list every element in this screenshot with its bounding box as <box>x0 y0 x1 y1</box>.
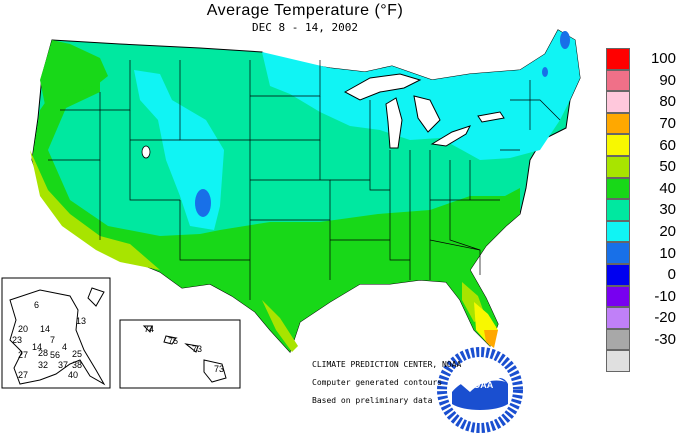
alaska-value: 27 <box>18 350 28 360</box>
legend-swatch <box>606 69 630 92</box>
legend-swatch <box>606 155 630 178</box>
credit-line-1: CLIMATE PREDICTION CENTER, NOAA <box>312 360 462 369</box>
legend-swatch <box>606 350 630 372</box>
legend-row: 30 <box>606 199 678 221</box>
alaska-value: 14 <box>40 324 50 334</box>
lake-huron <box>413 95 441 133</box>
legend-swatch <box>606 199 630 221</box>
legend-row <box>606 350 678 372</box>
legend-row: 40 <box>606 177 678 200</box>
hawaii-inset-frame <box>119 319 241 389</box>
alaska-value: 14 <box>32 342 42 352</box>
zone-40s-northwest <box>40 40 108 110</box>
alaska-value: 28 <box>38 348 48 358</box>
zone-40s-south <box>32 70 520 352</box>
alaska-value: 25 <box>72 349 82 359</box>
legend-label: 100 <box>650 50 676 68</box>
alaska-value: 6 <box>34 300 39 310</box>
legend-swatch <box>606 263 630 286</box>
legend-row: 10 <box>606 242 678 264</box>
alaska-outline <box>9 289 106 386</box>
legend-swatch <box>606 307 630 329</box>
lake-erie <box>430 125 471 147</box>
hawaii-value: 75 <box>168 336 178 346</box>
legend-label: 40 <box>659 179 676 197</box>
hawaii-value: 74 <box>144 324 154 334</box>
legend-swatch <box>606 220 630 243</box>
map-title: Average Temperature (°F) <box>206 2 404 19</box>
state-borders <box>48 60 561 300</box>
alaska-value: 23 <box>12 335 22 345</box>
alaska-panhandle <box>87 287 105 307</box>
color-legend: 100 90 80 70 60 50 40 30 20 10 0 -10 -20 -30 <box>606 48 678 372</box>
legend-swatch <box>606 242 630 264</box>
zone-10s-colorado <box>195 189 211 217</box>
legend-row: 0 <box>606 263 678 286</box>
noaa-logo-text: NOAA <box>467 380 494 390</box>
hawaii-values: 74 75 73 73 <box>144 324 224 374</box>
zone-10s-maine-west <box>542 67 548 77</box>
alaska-value: 4 <box>62 342 67 352</box>
lake-ontario <box>477 111 505 123</box>
alaska-value: 32 <box>38 360 48 370</box>
legend-label: 10 <box>659 244 676 262</box>
legend-row: 50 <box>606 155 678 178</box>
legend-row: 20 <box>606 220 678 243</box>
hawaii-value: 73 <box>192 344 202 354</box>
alaska-value: 37 <box>58 360 68 370</box>
alaska-value: 38 <box>72 360 82 370</box>
zone-50s-gulf <box>262 300 298 352</box>
legend-label: 90 <box>659 71 676 89</box>
zone-70s-florida <box>484 330 498 348</box>
legend-swatch <box>606 285 630 308</box>
alaska-value: 40 <box>68 370 78 380</box>
hawaii-islands <box>142 325 227 383</box>
zone-10s-maine <box>560 31 570 49</box>
legend-label: 50 <box>659 158 676 176</box>
zone-20s-north <box>262 30 580 160</box>
legend-label: 70 <box>659 115 676 133</box>
legend-row: -20 <box>606 307 678 329</box>
legend-row: 80 <box>606 91 678 113</box>
noaa-logo: NOAA <box>437 347 523 433</box>
alaska-values: 6 13 20 14 23 7 14 4 27 28 56 25 32 37 3… <box>12 300 86 380</box>
legend-row: -10 <box>606 285 678 308</box>
lake-superior <box>343 73 422 101</box>
alaska-value: 7 <box>50 335 55 345</box>
alaska-value: 13 <box>76 316 86 326</box>
legend-label: -10 <box>654 287 676 305</box>
alaska-value: 27 <box>18 370 28 380</box>
alaska-value: 20 <box>18 324 28 334</box>
legend-label: 80 <box>659 93 676 111</box>
legend-label: 0 <box>667 266 676 284</box>
great-salt-lake <box>141 145 151 159</box>
credit-line-2: Computer generated contours <box>312 378 443 387</box>
credits: CLIMATE PREDICTION CENTER, NOAA Computer… <box>312 356 461 410</box>
legend-row: 90 <box>606 69 678 92</box>
legend-swatch <box>606 177 630 200</box>
lake-michigan <box>385 97 403 149</box>
legend-label: 30 <box>659 201 676 219</box>
legend-swatch <box>606 134 630 156</box>
map-subtitle: DEC 8 - 14, 2002 <box>252 21 358 34</box>
legend-swatch <box>606 91 630 113</box>
legend-row: 60 <box>606 134 678 156</box>
legend-label: 20 <box>659 223 676 241</box>
legend-swatch <box>606 112 630 135</box>
legend-label: -20 <box>654 309 676 327</box>
legend-swatch <box>606 328 630 351</box>
legend-label: -30 <box>654 331 676 349</box>
legend-row: 100 <box>606 48 678 70</box>
alaska-value: 56 <box>50 350 60 360</box>
legend-row: 70 <box>606 112 678 135</box>
legend-swatch <box>606 48 630 70</box>
hawaii-value: 73 <box>214 364 224 374</box>
legend-row: -30 <box>606 328 678 351</box>
legend-label: 60 <box>659 136 676 154</box>
credit-line-3: Based on preliminary data <box>312 396 433 405</box>
zone-50s <box>30 150 160 270</box>
